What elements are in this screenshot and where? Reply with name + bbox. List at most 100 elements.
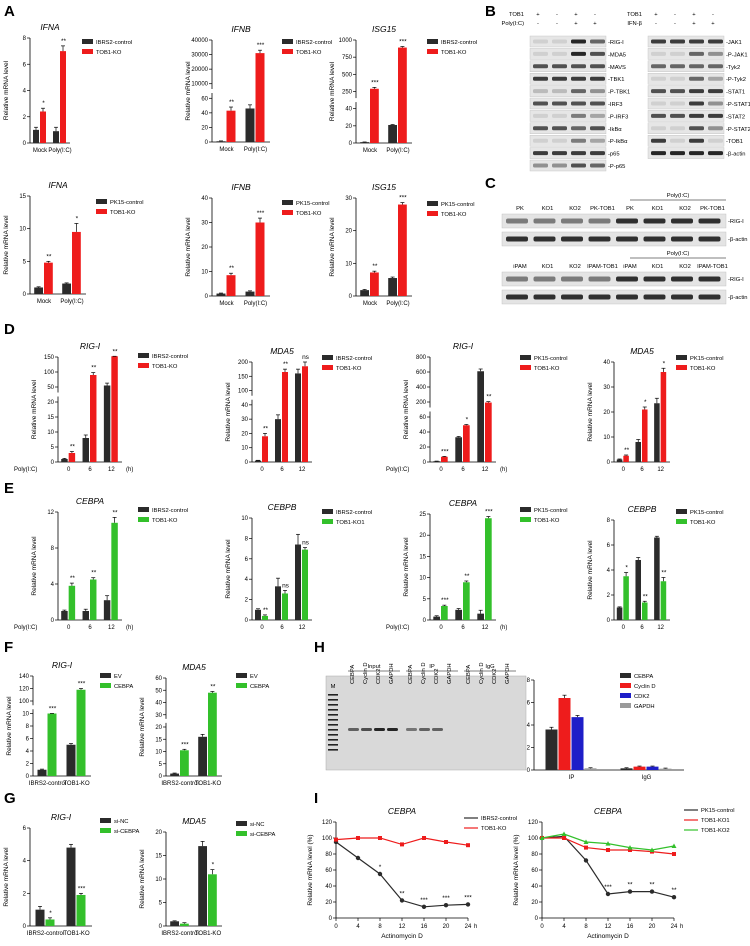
legend-label: PK15-control xyxy=(296,201,330,207)
y-tick-label: 10 xyxy=(241,516,248,522)
y-tick-label: 4 xyxy=(23,89,27,95)
legend-label: IBRS2-control xyxy=(441,40,477,46)
chart-title: MDA5 xyxy=(630,346,654,356)
bar xyxy=(485,518,492,620)
significance-mark: * xyxy=(663,360,666,367)
significance-mark: *** xyxy=(78,885,86,892)
blot-strip xyxy=(501,213,727,229)
blot-band xyxy=(616,218,638,224)
significance-mark: ** xyxy=(643,593,649,600)
blot-header-mark: - xyxy=(537,21,539,27)
blot-band xyxy=(590,39,605,44)
gel-band xyxy=(387,728,398,731)
significance-mark: *** xyxy=(464,894,472,901)
legend-label: TOB1-KO xyxy=(481,826,507,832)
significance-mark: * xyxy=(379,864,382,871)
x-tick-label: 12 xyxy=(299,467,306,473)
y-tick-label: 2 xyxy=(527,746,531,752)
y-tick-label: 0 xyxy=(205,294,209,300)
blot-strip xyxy=(529,60,607,72)
bar xyxy=(433,616,440,620)
x-tick-label: 12 xyxy=(299,625,306,631)
data-point xyxy=(672,852,676,856)
chart-title: IFNB xyxy=(231,24,251,34)
panel-letter: D xyxy=(4,321,15,338)
y-tick-label: 0 xyxy=(51,618,55,624)
x-tick-label: 12 xyxy=(108,467,115,473)
blot-band xyxy=(533,163,548,168)
y-tick-label: 120 xyxy=(528,820,539,826)
blot-band xyxy=(571,138,586,143)
x-tick-label: 12 xyxy=(657,467,664,473)
blot-band xyxy=(571,151,586,156)
legend-label: TOB1-KO xyxy=(336,366,362,372)
bar xyxy=(90,579,97,620)
significance-mark: *** xyxy=(181,741,189,748)
blot-label: -RIG-I xyxy=(728,219,744,225)
blot-band xyxy=(590,163,605,168)
y-axis-label: Relative mRNA level xyxy=(587,540,594,600)
x-tick-label: 6 xyxy=(640,625,644,631)
bar xyxy=(558,698,571,770)
blot-band xyxy=(616,294,638,300)
significance-mark: * xyxy=(644,399,647,406)
blot-band xyxy=(590,126,605,131)
y-tick-label: 10 xyxy=(241,446,248,452)
blot-band xyxy=(590,113,605,118)
gel-marker-label: M xyxy=(331,684,336,690)
blot-label: -p65 xyxy=(608,152,620,158)
y-tick-label: 2 xyxy=(26,762,30,768)
y-tick-label: 30000 xyxy=(191,53,208,59)
bar xyxy=(642,409,648,462)
x-tick-label: 0 xyxy=(334,924,338,930)
chart-title: RIG-I xyxy=(80,341,101,351)
x-tick-label: 20 xyxy=(443,924,450,930)
legend-label: PK15-control xyxy=(701,808,735,814)
bar xyxy=(545,729,558,770)
blot-band xyxy=(689,64,704,69)
gel-ladder-band xyxy=(328,699,338,701)
bar xyxy=(275,419,281,462)
blot-band xyxy=(708,51,723,56)
bar xyxy=(255,609,261,620)
gel-lane-label: CEBPA xyxy=(350,665,356,684)
legend-label: IBRS2-control xyxy=(152,508,188,514)
bar xyxy=(660,581,667,620)
chart-title: CEBPA xyxy=(594,806,623,816)
bar xyxy=(616,607,623,620)
blot-lane-label: KO1 xyxy=(542,264,554,270)
bar xyxy=(72,231,81,294)
x-tick-label: TOB1-KO xyxy=(195,931,222,937)
x-tick-label: 0 xyxy=(439,625,443,631)
x-tick-label: 0 xyxy=(622,467,626,473)
blot-band xyxy=(708,138,723,143)
bar xyxy=(180,923,189,926)
axis-break xyxy=(248,395,312,400)
x-axis-label: Actinomycin D xyxy=(381,933,423,940)
significance-mark: ** xyxy=(624,447,630,454)
y-axis-label: Relative mRNA level (%) xyxy=(513,834,520,905)
y-tick-label: 0 xyxy=(245,618,249,624)
blot-band xyxy=(588,294,611,300)
blot-band xyxy=(533,151,548,156)
chart-title: CEBPA xyxy=(449,498,478,508)
blot-band xyxy=(571,113,586,118)
bar xyxy=(68,585,76,620)
blot-label: -TBK1 xyxy=(608,77,624,83)
blot-band xyxy=(533,113,548,118)
x-tick-label: 0 xyxy=(260,467,264,473)
bar xyxy=(262,436,268,462)
bar xyxy=(654,403,660,462)
gel-ladder-band xyxy=(328,724,338,726)
blot-band xyxy=(689,39,704,44)
data-point xyxy=(377,871,383,877)
data-point xyxy=(539,835,545,840)
gel-lane-label: CEBPA xyxy=(408,665,414,684)
bar xyxy=(370,88,379,143)
bar xyxy=(433,461,440,463)
x-axis-label: Actinomycin D xyxy=(587,933,629,940)
blot-strip xyxy=(529,35,607,48)
significance-mark: ** xyxy=(661,570,667,577)
bar xyxy=(76,689,86,776)
bar xyxy=(282,372,288,462)
